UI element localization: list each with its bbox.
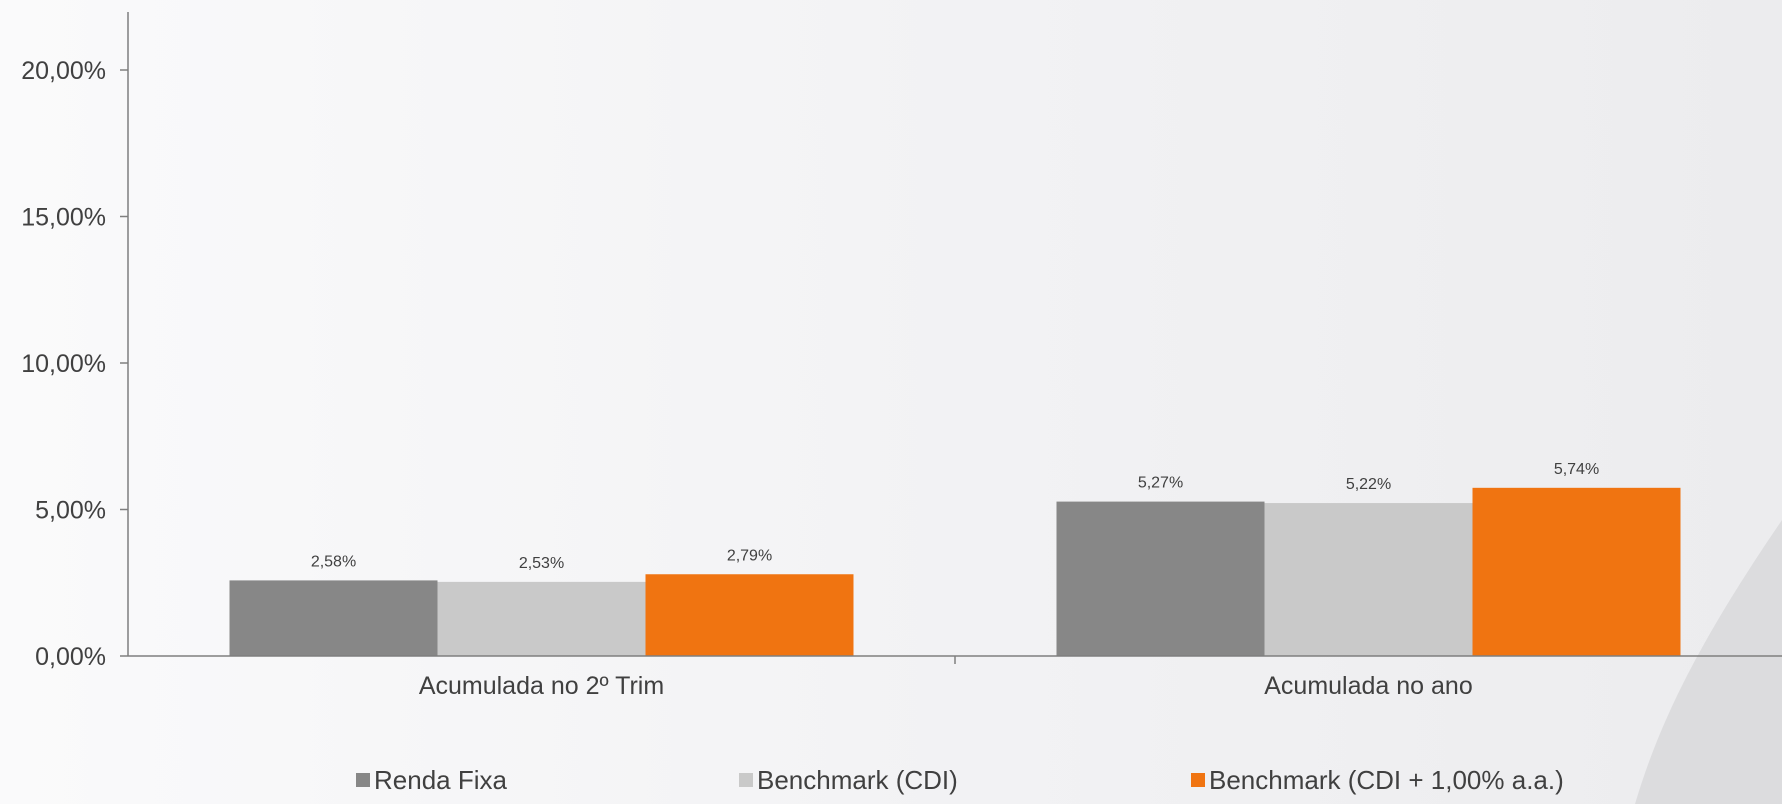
data-label: 5,22% — [1346, 476, 1391, 493]
data-label: 2,79% — [727, 547, 772, 564]
y-tick-label: 0,00% — [35, 643, 106, 671]
bar — [1264, 503, 1473, 656]
bar — [229, 580, 438, 656]
y-tick-label: 15,00% — [21, 204, 106, 232]
legend-label: Benchmark (CDI) — [757, 765, 958, 795]
data-label: 5,27% — [1138, 475, 1183, 492]
bar — [645, 574, 854, 656]
legend-label: Benchmark (CDI + 1,00% a.a.) — [1209, 765, 1564, 795]
legend: Renda Fixa Benchmark (CDI) Benchmark (CDI … — [356, 765, 1564, 795]
legend-label: Renda Fixa — [374, 765, 507, 795]
y-tick-label: 10,00% — [21, 350, 106, 378]
legend-swatch — [739, 773, 753, 787]
data-label: 5,74% — [1554, 461, 1599, 478]
data-label: 2,53% — [519, 555, 564, 572]
legend-swatch — [1191, 773, 1205, 787]
bar — [1056, 501, 1265, 656]
legend-swatch — [356, 773, 370, 787]
bar — [437, 581, 646, 656]
axes-group — [120, 12, 1782, 664]
background-swoosh — [1635, 520, 1782, 804]
y-tick-label: 20,00% — [21, 57, 106, 85]
labels-group: 2,58% 2,53% 2,79% Acumulada no 2º Trim 5,27%… — [21, 57, 1599, 700]
y-tick-label: 5,00% — [35, 497, 106, 525]
x-tick-label: Acumulada no 2º Trim — [419, 672, 664, 700]
bar — [1472, 487, 1681, 656]
x-tick-label: Acumulada no ano — [1264, 672, 1472, 700]
data-label: 2,58% — [311, 553, 356, 570]
bars-group — [229, 487, 1681, 656]
